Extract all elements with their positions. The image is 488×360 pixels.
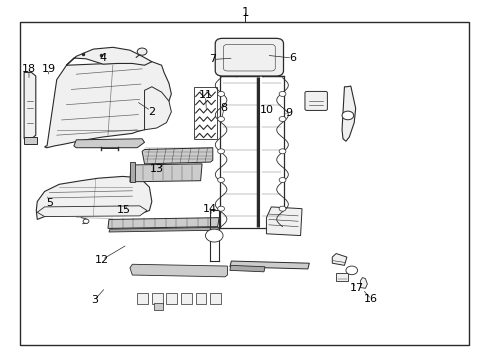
Text: 12: 12: [95, 255, 109, 265]
Text: 13: 13: [149, 164, 163, 174]
FancyBboxPatch shape: [215, 39, 283, 76]
Text: 14: 14: [203, 204, 217, 215]
Bar: [24, 137, 37, 144]
Circle shape: [279, 177, 285, 183]
Bar: [152, 293, 162, 304]
Polygon shape: [66, 47, 152, 65]
Polygon shape: [130, 164, 202, 182]
Circle shape: [83, 219, 89, 224]
Circle shape: [345, 266, 357, 275]
Text: 10: 10: [259, 105, 273, 115]
Polygon shape: [36, 176, 152, 220]
Circle shape: [279, 206, 285, 211]
Text: 15: 15: [116, 206, 130, 216]
Text: 6: 6: [288, 53, 295, 63]
Bar: [335, 273, 347, 281]
Polygon shape: [130, 264, 227, 277]
Circle shape: [205, 229, 223, 242]
Text: 11: 11: [198, 90, 212, 100]
Circle shape: [279, 91, 285, 96]
Bar: [137, 293, 148, 304]
Text: 16: 16: [364, 294, 378, 304]
Bar: [210, 293, 221, 304]
Circle shape: [279, 117, 285, 122]
Text: 18: 18: [22, 64, 36, 74]
Polygon shape: [341, 86, 355, 141]
Polygon shape: [360, 278, 366, 288]
Bar: [194, 87, 217, 139]
Text: 4: 4: [100, 53, 106, 63]
Text: 17: 17: [349, 283, 363, 293]
Circle shape: [217, 91, 224, 96]
Bar: [154, 303, 163, 310]
Text: 19: 19: [41, 64, 56, 74]
Polygon shape: [24, 72, 36, 139]
Text: 1: 1: [241, 6, 249, 19]
Polygon shape: [229, 261, 309, 269]
Polygon shape: [130, 162, 135, 182]
Polygon shape: [144, 87, 171, 130]
Polygon shape: [142, 148, 212, 164]
Polygon shape: [266, 207, 302, 235]
Bar: [181, 293, 191, 304]
Polygon shape: [108, 218, 219, 228]
Text: 8: 8: [220, 103, 227, 113]
FancyBboxPatch shape: [305, 91, 327, 111]
Text: 5: 5: [46, 198, 53, 208]
Text: 7: 7: [209, 54, 216, 64]
Polygon shape: [37, 206, 147, 217]
Polygon shape: [331, 253, 346, 265]
Polygon shape: [44, 62, 171, 148]
Text: 2: 2: [148, 107, 155, 117]
Text: 3: 3: [91, 295, 98, 305]
Circle shape: [217, 177, 224, 183]
Circle shape: [279, 149, 285, 154]
Bar: [195, 293, 206, 304]
Circle shape: [341, 111, 353, 120]
Circle shape: [217, 117, 224, 122]
Polygon shape: [109, 227, 218, 232]
Circle shape: [217, 149, 224, 154]
Text: 9: 9: [284, 108, 291, 118]
Circle shape: [137, 48, 147, 55]
Polygon shape: [74, 139, 144, 148]
Circle shape: [217, 206, 224, 211]
Polygon shape: [229, 265, 264, 272]
Bar: [166, 293, 177, 304]
